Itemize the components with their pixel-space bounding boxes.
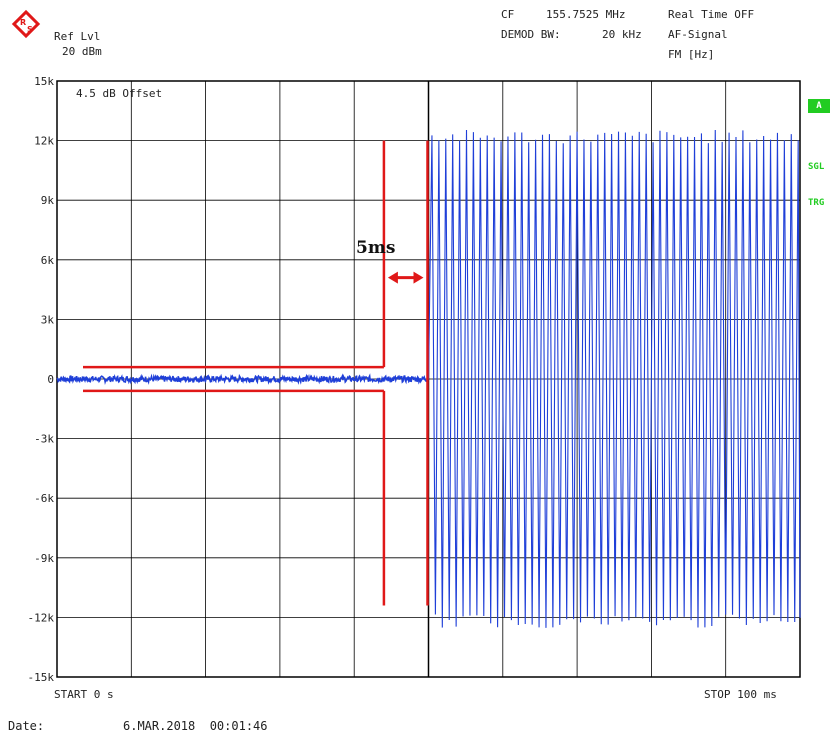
rohde-schwarz-logo: R S bbox=[11, 9, 41, 39]
trace-a-label: A bbox=[816, 101, 822, 111]
x-start-label: START 0 s bbox=[54, 688, 114, 701]
center-frequency-label: CF bbox=[501, 8, 515, 21]
single-sweep-badge: SGL bbox=[808, 162, 825, 172]
trigger-badge: TRG bbox=[808, 198, 825, 208]
time-annotation-label: 5ms bbox=[356, 238, 396, 258]
trace-group bbox=[56, 130, 801, 628]
demod-bw-value: 20 kHz bbox=[602, 28, 642, 41]
arrow-head-right bbox=[413, 271, 424, 284]
y-tick-label: -15k bbox=[28, 671, 55, 684]
svg-text:S: S bbox=[27, 25, 33, 34]
arrow-head-left bbox=[387, 271, 398, 284]
y-tick-labels: 15k 12k 9k 6k 3k 0 -3k -6k -9k -12k -15k bbox=[28, 75, 55, 684]
y-tick-label: -3k bbox=[34, 433, 54, 446]
y-axis-unit: FM [Hz] bbox=[668, 48, 715, 61]
y-tick-label: -6k bbox=[34, 492, 54, 505]
date-label: Date: bbox=[8, 719, 45, 733]
trace-quiet-segment bbox=[56, 373, 430, 386]
trace-tone-segment bbox=[427, 130, 801, 628]
y-tick-label: 12k bbox=[34, 135, 54, 148]
date-value: 6.MAR.2018 00:01:46 bbox=[123, 719, 268, 733]
trace-a-badge[interactable]: A bbox=[808, 99, 830, 113]
y-tick-label: 3k bbox=[41, 313, 55, 326]
ref-level-label: Ref Lvl bbox=[54, 30, 101, 43]
y-tick-label: 0 bbox=[47, 373, 54, 386]
y-tick-label: -9k bbox=[34, 552, 54, 565]
y-tick-label: 9k bbox=[41, 194, 55, 207]
x-stop-label: STOP 100 ms bbox=[704, 688, 777, 701]
af-signal-label: AF-Signal bbox=[668, 28, 728, 41]
y-tick-label: -12k bbox=[28, 611, 55, 624]
offset-label: 4.5 dB Offset bbox=[76, 87, 163, 100]
svg-text:R: R bbox=[20, 18, 26, 27]
realtime-status: Real Time OFF bbox=[668, 8, 755, 21]
center-frequency-value: 155.7525 MHz bbox=[546, 8, 626, 21]
mask-group bbox=[83, 140, 429, 606]
y-tick-label: 15k bbox=[34, 75, 54, 88]
demod-bw-label: DEMOD BW: bbox=[501, 28, 561, 41]
ref-level-value: 20 dBm bbox=[62, 45, 102, 58]
y-tick-label: 6k bbox=[41, 254, 55, 267]
